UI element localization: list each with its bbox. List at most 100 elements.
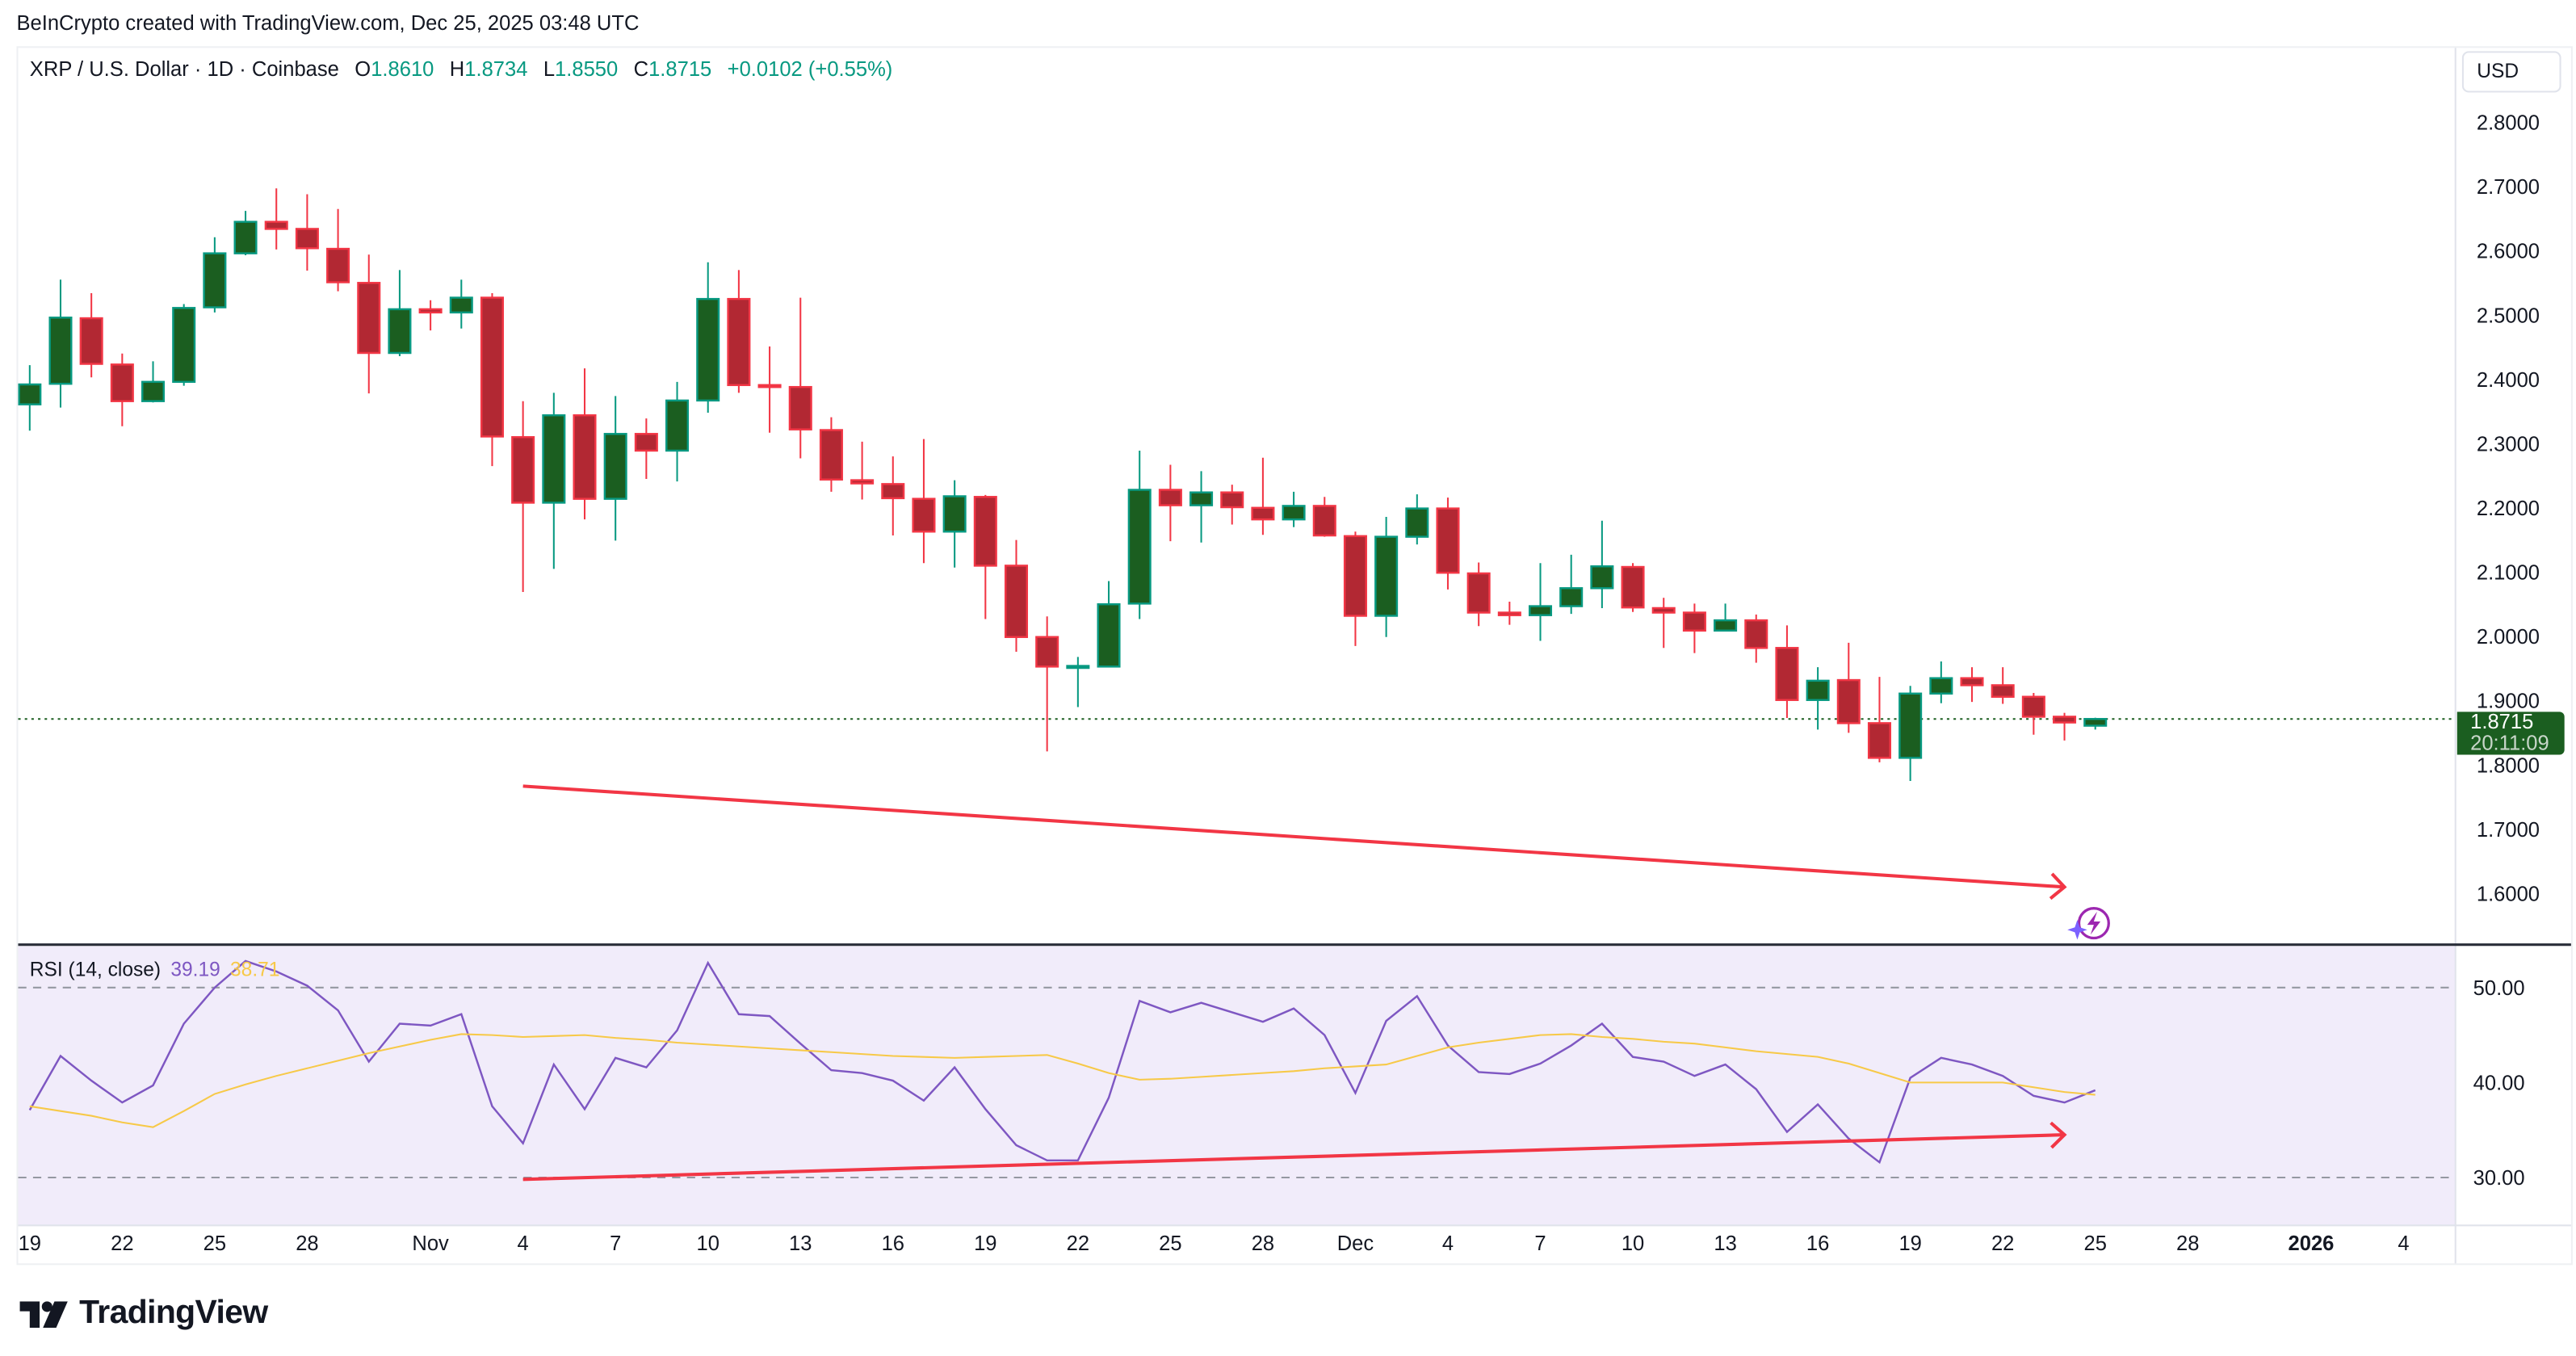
candle-body-up xyxy=(1097,602,1121,668)
time-tick-label: 19 xyxy=(1898,1232,1921,1255)
candle-body-up xyxy=(1714,619,1738,632)
candle-body-down xyxy=(1004,565,1029,638)
candle xyxy=(727,270,751,393)
candle-body-up xyxy=(603,433,627,500)
candle-body-up xyxy=(696,297,720,402)
time-tick-label: 22 xyxy=(1067,1232,1089,1255)
candle-body-up xyxy=(1405,507,1429,538)
candle xyxy=(357,254,381,394)
candle-body-down xyxy=(1775,647,1799,701)
time-tick-label: 4 xyxy=(1442,1232,1454,1255)
candle xyxy=(942,480,967,568)
candle-body-down xyxy=(881,483,905,500)
candle xyxy=(696,262,720,414)
credit-text: BeInCrypto created with TradingView.com,… xyxy=(16,11,640,35)
candle-body-down xyxy=(788,385,812,430)
candle xyxy=(264,188,288,250)
time-tick-label: 13 xyxy=(1714,1232,1736,1255)
last-price-label: 1.8715 20:11:09 xyxy=(2456,711,2565,755)
price-tick-label: 2.6000 xyxy=(2477,241,2540,263)
candle-body-down xyxy=(2053,716,2077,724)
candle-body-down xyxy=(2021,695,2045,718)
rsi-value: 39.19 xyxy=(170,958,220,981)
candle-body-down xyxy=(1651,607,1676,614)
price-tick-label: 1.6000 xyxy=(2477,883,2540,905)
price-tick-label: 2.5000 xyxy=(2477,304,2540,327)
candle xyxy=(788,297,812,459)
rsi-ma-line xyxy=(29,1033,2096,1128)
candle xyxy=(665,381,690,482)
candle-body-up xyxy=(1189,491,1214,506)
candle xyxy=(388,270,412,356)
candle xyxy=(1497,601,1521,625)
candle xyxy=(881,456,905,536)
candle xyxy=(1621,563,1645,612)
candle xyxy=(172,304,196,386)
candle xyxy=(1651,598,1676,649)
low-label: L xyxy=(543,57,556,82)
time-tick-label: 25 xyxy=(1159,1232,1181,1255)
time-tick-label: 19 xyxy=(974,1232,996,1255)
candle-body-down xyxy=(326,247,350,283)
candle-body-up xyxy=(1559,587,1584,607)
candle-body-down xyxy=(1867,722,1891,759)
price-tick-label: 2.3000 xyxy=(2477,433,2540,455)
candle xyxy=(1836,642,1861,733)
candle xyxy=(1806,667,1830,730)
candle-body-up xyxy=(233,220,258,254)
candle xyxy=(634,418,658,479)
candle xyxy=(1590,520,1614,608)
candle xyxy=(79,293,103,378)
tradingview-logo[interactable]: TradingView xyxy=(19,1295,268,1333)
candle-body-down xyxy=(480,296,504,438)
price-tick-label: 2.4000 xyxy=(2477,369,2540,392)
candle xyxy=(1004,539,1029,653)
symbol-title[interactable]: XRP / U.S. Dollar · 1D · Coinbase xyxy=(29,57,339,82)
candle-body-down xyxy=(1436,507,1460,574)
rsi-tick-label: 30.00 xyxy=(2473,1167,2525,1190)
time-tick-label: 13 xyxy=(789,1232,812,1255)
candle xyxy=(418,300,443,331)
candle-body-down xyxy=(727,297,751,387)
close-label: C xyxy=(633,57,649,82)
alert-button[interactable] xyxy=(2067,907,2110,940)
price-tick-label: 1.9000 xyxy=(2477,691,2540,713)
candle xyxy=(1682,603,1706,653)
time-tick-label: 7 xyxy=(610,1232,621,1255)
candle xyxy=(1158,464,1182,542)
open-label: O xyxy=(355,57,371,82)
candle-body-down xyxy=(511,436,535,504)
candle-body-up xyxy=(1066,665,1090,670)
candle xyxy=(1991,667,2015,704)
candle-body-down xyxy=(264,220,288,230)
candle xyxy=(973,494,997,619)
candle xyxy=(1374,516,1399,637)
rsi-background xyxy=(18,946,2456,1226)
high-value: 1.8734 xyxy=(464,57,528,82)
candle-body-up xyxy=(665,399,690,452)
sparkle-icon xyxy=(2067,919,2087,940)
lightning-icon xyxy=(2087,911,2101,935)
rsi-title[interactable]: RSI (14, close) xyxy=(29,958,162,981)
time-tick-label: 4 xyxy=(2398,1232,2409,1255)
rsi-ma-value: 38.71 xyxy=(230,958,280,981)
time-tick-label: 22 xyxy=(111,1232,133,1255)
candle-body-down xyxy=(1035,636,1059,668)
candle-body-up xyxy=(48,317,73,385)
candle-body-down xyxy=(1251,506,1275,521)
candle-body-up xyxy=(542,414,566,504)
candle-body-down xyxy=(1466,572,1491,614)
candle xyxy=(110,353,134,426)
candle xyxy=(912,439,936,564)
rsi-trendline-arrowhead xyxy=(2049,1121,2067,1149)
candle-body-up xyxy=(1806,679,1830,701)
candle xyxy=(1127,450,1152,619)
bar-countdown: 20:11:09 xyxy=(2470,731,2549,755)
time-tick-label: Dec xyxy=(1337,1232,1374,1255)
currency-button[interactable]: USD xyxy=(2461,51,2561,93)
candle xyxy=(1097,581,1121,668)
candle xyxy=(573,368,597,520)
candle-body-up xyxy=(18,383,42,405)
